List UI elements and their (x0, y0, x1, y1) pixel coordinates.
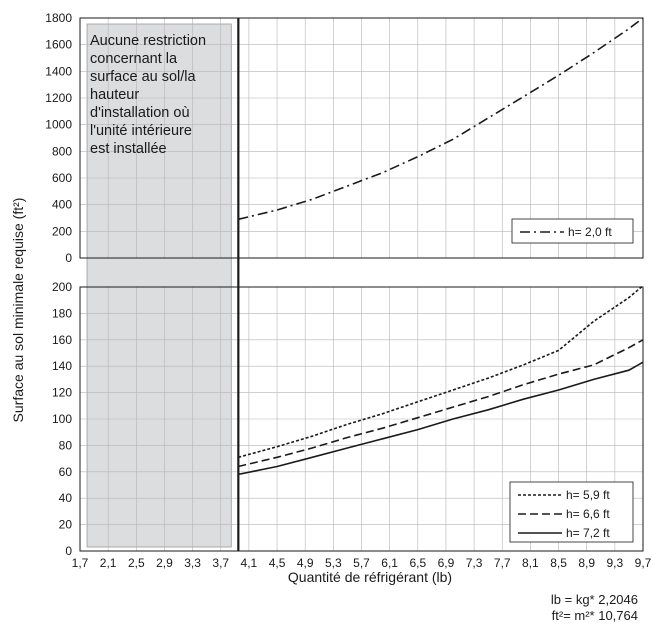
no-restriction-zone (86, 23, 232, 548)
y-tick-label: 800 (52, 144, 72, 158)
legend-box (511, 218, 634, 244)
series-line-dash-dot (238, 17, 644, 221)
x-tick-label: 8,1 (522, 556, 539, 570)
legend-label: h= 2,0 ft (568, 225, 612, 239)
x-tick-label: 2,1 (100, 556, 117, 570)
x-tick-label: 3,3 (184, 556, 201, 570)
y-tick-label: 1000 (45, 118, 72, 132)
x-tick-label: 9,3 (607, 556, 624, 570)
annotation-line: Aucune restriction (90, 33, 207, 49)
y-tick-label: 1800 (45, 11, 72, 25)
y-tick-label: 120 (52, 386, 72, 400)
annotation-line: concernant la (90, 51, 178, 67)
legend-label: h= 7,2 ft (566, 526, 610, 540)
x-tick-label: 6,5 (409, 556, 426, 570)
y-tick-label: 1600 (45, 38, 72, 52)
x-tick-label: 7,7 (494, 556, 511, 570)
x-tick-label: 5,7 (353, 556, 370, 570)
y-tick-label: 80 (59, 438, 73, 452)
x-tick-label: 4,9 (297, 556, 314, 570)
no-restriction-annotation: Aucune restriction concernant la surface… (90, 32, 240, 158)
series-line-solid (238, 361, 644, 476)
series-line-dotted (238, 285, 644, 459)
y-tick-label: 40 (59, 491, 73, 505)
x-axis-title: Quantité de réfrigérant (lb) (288, 569, 452, 585)
y-tick-label: 0 (65, 251, 72, 265)
y-axis-title: Surface au sol minimale requise (ft²) (10, 198, 26, 423)
annotation-line: l'unité intérieure (90, 123, 192, 139)
x-tick-label: 9,7 (635, 556, 652, 570)
legend-box (509, 481, 634, 543)
x-tick-label: 2,5 (128, 556, 145, 570)
conversion-ft2: ft²= m²* 10,764 (551, 608, 638, 623)
series-line-dashed (238, 339, 644, 468)
x-tick-label: 8,5 (550, 556, 567, 570)
x-tick-label: 8,9 (578, 556, 595, 570)
top-plot-frame (79, 17, 644, 259)
y-tick-label: 100 (52, 412, 72, 426)
legend-label: h= 5,9 ft (566, 488, 610, 502)
y-tick-label: 160 (52, 333, 72, 347)
bottom-plot-frame (79, 286, 644, 552)
y-tick-label: 400 (52, 198, 72, 212)
y-tick-label: 20 (59, 518, 73, 532)
annotation-line: est installée (90, 141, 167, 157)
y-tick-label: 180 (52, 306, 72, 320)
x-tick-label: 7,3 (466, 556, 483, 570)
x-tick-label: 2,9 (156, 556, 173, 570)
x-tick-label: 4,1 (241, 556, 258, 570)
y-tick-label: 200 (52, 280, 72, 294)
x-tick-label: 3,7 (212, 556, 229, 570)
x-tick-label: 4,5 (269, 556, 286, 570)
y-tick-label: 0 (65, 544, 72, 558)
y-tick-label: 60 (59, 465, 73, 479)
y-tick-label: 600 (52, 171, 72, 185)
x-tick-label: 1,7 (72, 556, 89, 570)
annotation-line: d'installation où (90, 105, 190, 121)
legend-label: h= 6,6 ft (566, 507, 610, 521)
annotation-line: hauteur (90, 87, 140, 103)
conversion-lb: lb = kg* 2,2046 (550, 592, 638, 607)
y-tick-label: 140 (52, 359, 72, 373)
y-tick-label: 1400 (45, 64, 72, 78)
y-tick-label: 1200 (45, 91, 72, 105)
y-tick-label: 200 (52, 224, 72, 238)
annotation-line: surface au sol/la (90, 69, 196, 85)
x-tick-label: 6,1 (381, 556, 398, 570)
x-tick-label: 5,3 (325, 556, 342, 570)
x-tick-label: 6,9 (438, 556, 455, 570)
